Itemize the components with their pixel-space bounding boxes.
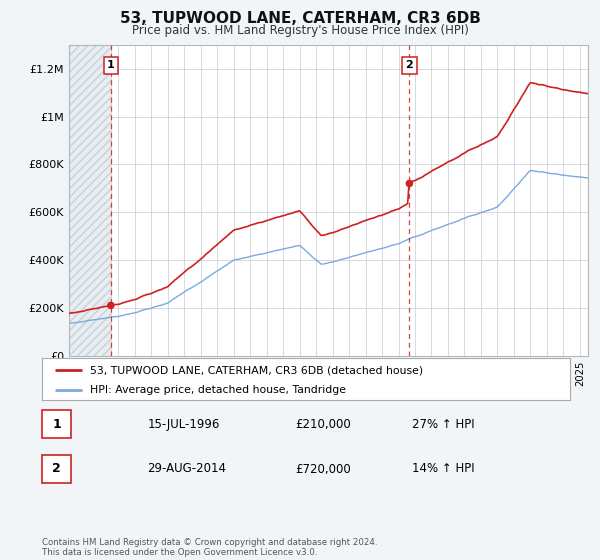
Point — [404, 179, 414, 188]
Text: 27% ↑ HPI: 27% ↑ HPI — [412, 418, 474, 431]
Text: 2: 2 — [52, 463, 61, 475]
Text: 53, TUPWOOD LANE, CATERHAM, CR3 6DB (detached house): 53, TUPWOOD LANE, CATERHAM, CR3 6DB (det… — [89, 365, 422, 375]
Text: 15-JUL-1996: 15-JUL-1996 — [148, 418, 220, 431]
FancyBboxPatch shape — [42, 455, 71, 483]
Text: 1: 1 — [107, 60, 115, 71]
Text: 53, TUPWOOD LANE, CATERHAM, CR3 6DB: 53, TUPWOOD LANE, CATERHAM, CR3 6DB — [119, 11, 481, 26]
Text: £210,000: £210,000 — [295, 418, 351, 431]
Text: Price paid vs. HM Land Registry's House Price Index (HPI): Price paid vs. HM Land Registry's House … — [131, 24, 469, 36]
Point — [106, 301, 116, 310]
Text: HPI: Average price, detached house, Tandridge: HPI: Average price, detached house, Tand… — [89, 385, 346, 395]
Text: 29-AUG-2014: 29-AUG-2014 — [148, 463, 227, 475]
Text: Contains HM Land Registry data © Crown copyright and database right 2024.
This d: Contains HM Land Registry data © Crown c… — [42, 538, 377, 557]
Bar — [69, 45, 111, 356]
Text: 2: 2 — [406, 60, 413, 71]
Text: 1: 1 — [52, 418, 61, 431]
Text: 14% ↑ HPI: 14% ↑ HPI — [412, 463, 474, 475]
FancyBboxPatch shape — [42, 410, 71, 438]
Text: £720,000: £720,000 — [295, 463, 351, 475]
